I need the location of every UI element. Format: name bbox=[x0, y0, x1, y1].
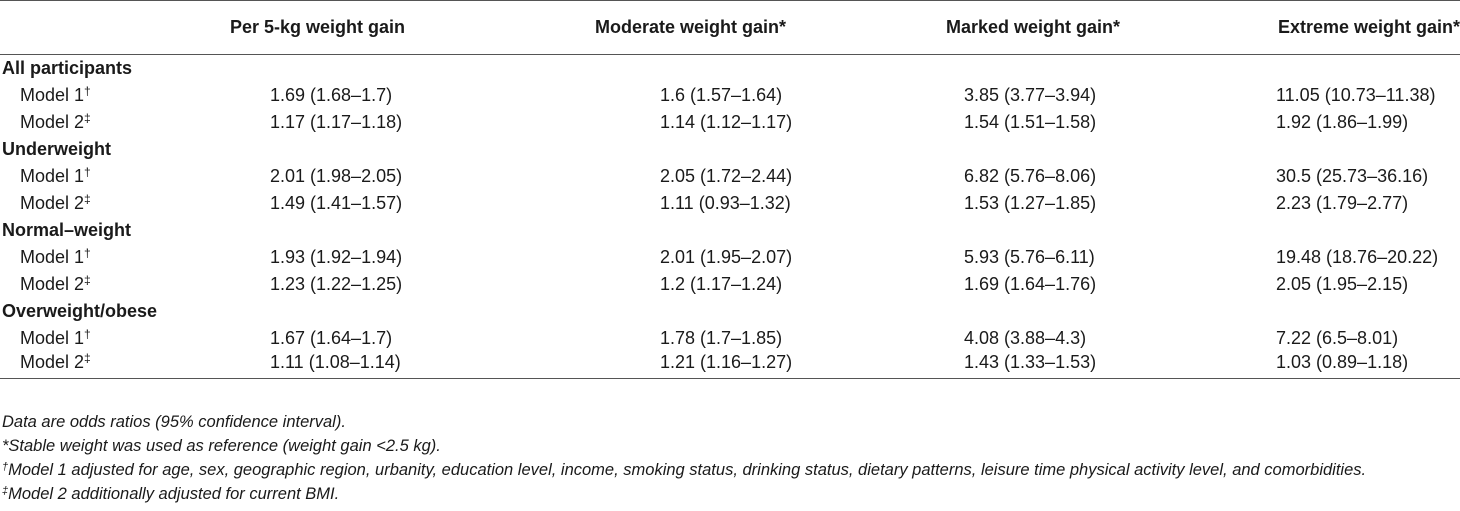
footnote-reference: *Stable weight was used as reference (we… bbox=[2, 437, 441, 455]
header-stub bbox=[0, 0, 200, 55]
table-row: Model 1† 2.01 (1.98–2.05) 2.05 (1.72–2.4… bbox=[0, 163, 1460, 190]
table-cell: 11.05 (10.73–11.38) bbox=[1276, 84, 1436, 105]
table-cell: 4.08 (3.88–4.3) bbox=[964, 327, 1087, 348]
table-cell: 2.01 (1.95–2.07) bbox=[660, 246, 793, 267]
table-cell: 1.93 (1.92–1.94) bbox=[270, 246, 403, 267]
row-label: Model 2‡ bbox=[20, 191, 91, 213]
footnote-model-2: ‡Model 2 additionally adjusted for curre… bbox=[2, 485, 340, 503]
table-cell: 3.85 (3.77–3.94) bbox=[964, 84, 1097, 105]
group-label: Overweight/obese bbox=[2, 300, 158, 321]
group-row: Normal–weight bbox=[0, 217, 1460, 244]
row-label: Model 2‡ bbox=[20, 272, 91, 294]
table-cell: 1.23 (1.22–1.25) bbox=[270, 273, 403, 294]
table-cell: 2.01 (1.98–2.05) bbox=[270, 165, 403, 186]
footnote-data-description: Data are odds ratios (95% confidence int… bbox=[2, 413, 346, 431]
table-cell: 1.43 (1.33–1.53) bbox=[870, 351, 1170, 379]
odds-ratio-table-container: Per 5-kg weight gain Moderate weight gai… bbox=[0, 0, 1460, 379]
header-extreme: Extreme weight gain* bbox=[1170, 0, 1460, 55]
table-cell: 1.69 (1.64–1.76) bbox=[964, 273, 1097, 294]
table-row: Model 2‡ 1.17 (1.17–1.18) 1.14 (1.12–1.1… bbox=[0, 109, 1460, 136]
table-cell: 2.05 (1.95–2.15) bbox=[1276, 273, 1409, 294]
table-cell: 1.03 (0.89–1.18) bbox=[1170, 351, 1460, 379]
table-cell: 1.67 (1.64–1.7) bbox=[270, 327, 393, 348]
table-cell: 1.11 (1.08–1.14) bbox=[200, 351, 530, 379]
row-label: Model 1† bbox=[20, 326, 91, 348]
header-marked: Marked weight gain* bbox=[870, 0, 1170, 55]
table-cell: 19.48 (18.76–20.22) bbox=[1276, 246, 1439, 267]
table-cell: 2.05 (1.72–2.44) bbox=[660, 165, 793, 186]
row-label: Model 2‡ bbox=[0, 351, 200, 379]
table-cell: 1.78 (1.7–1.85) bbox=[660, 327, 783, 348]
table-cell: 1.53 (1.27–1.85) bbox=[964, 192, 1097, 213]
group-label: Underweight bbox=[2, 138, 112, 159]
table-cell: 1.69 (1.68–1.7) bbox=[270, 84, 393, 105]
table-row: Model 2‡ 1.49 (1.41–1.57) 1.11 (0.93–1.3… bbox=[0, 190, 1460, 217]
header-moderate: Moderate weight gain* bbox=[530, 0, 870, 55]
row-label: Model 1† bbox=[20, 83, 91, 105]
table-cell: 1.6 (1.57–1.64) bbox=[660, 84, 783, 105]
row-label: Model 2‡ bbox=[20, 110, 91, 132]
table-cell: 1.21 (1.16–1.27) bbox=[530, 351, 870, 379]
table-row: Model 1† 1.67 (1.64–1.7) 1.78 (1.7–1.85)… bbox=[0, 325, 1460, 352]
table-row: Model 1† 1.93 (1.92–1.94) 2.01 (1.95–2.0… bbox=[0, 244, 1460, 271]
header-per-5kg: Per 5-kg weight gain bbox=[200, 0, 530, 55]
group-label: Normal–weight bbox=[2, 219, 132, 240]
group-row: Underweight bbox=[0, 136, 1460, 163]
footnote-model-1: †Model 1 adjusted for age, sex, geograph… bbox=[2, 461, 1367, 479]
table-cell: 1.11 (0.93–1.32) bbox=[660, 192, 791, 213]
table-row: Model 1† 1.69 (1.68–1.7) 1.6 (1.57–1.64)… bbox=[0, 82, 1460, 109]
table-header-row: Per 5-kg weight gain Moderate weight gai… bbox=[0, 0, 1460, 55]
group-row: All participants bbox=[0, 55, 1460, 82]
table-cell: 1.2 (1.17–1.24) bbox=[660, 273, 783, 294]
table-row: Model 2‡ 1.23 (1.22–1.25) 1.2 (1.17–1.24… bbox=[0, 271, 1460, 298]
row-label: Model 1† bbox=[20, 245, 91, 267]
table-cell: 1.92 (1.86–1.99) bbox=[1276, 111, 1409, 132]
group-row: Overweight/obese bbox=[0, 298, 1460, 325]
odds-ratio-table: Per 5-kg weight gain Moderate weight gai… bbox=[0, 0, 1460, 379]
row-label: Model 1† bbox=[20, 164, 91, 186]
table-cell: 30.5 (25.73–36.16) bbox=[1276, 165, 1429, 186]
table-cell: 1.54 (1.51–1.58) bbox=[964, 111, 1097, 132]
table-cell: 6.82 (5.76–8.06) bbox=[964, 165, 1097, 186]
table-footnotes: Data are odds ratios (95% confidence int… bbox=[2, 410, 1366, 506]
table-cell: 1.49 (1.41–1.57) bbox=[270, 192, 403, 213]
table-cell: 5.93 (5.76–6.11) bbox=[964, 246, 1095, 267]
table-cell: 1.14 (1.12–1.17) bbox=[660, 111, 793, 132]
table-cell: 2.23 (1.79–2.77) bbox=[1276, 192, 1409, 213]
table-cell: 7.22 (6.5–8.01) bbox=[1276, 327, 1399, 348]
group-label: All participants bbox=[2, 57, 133, 78]
table-row: Model 2‡ 1.11 (1.08–1.14) 1.21 (1.16–1.2… bbox=[0, 351, 1460, 379]
table-cell: 1.17 (1.17–1.18) bbox=[270, 111, 403, 132]
